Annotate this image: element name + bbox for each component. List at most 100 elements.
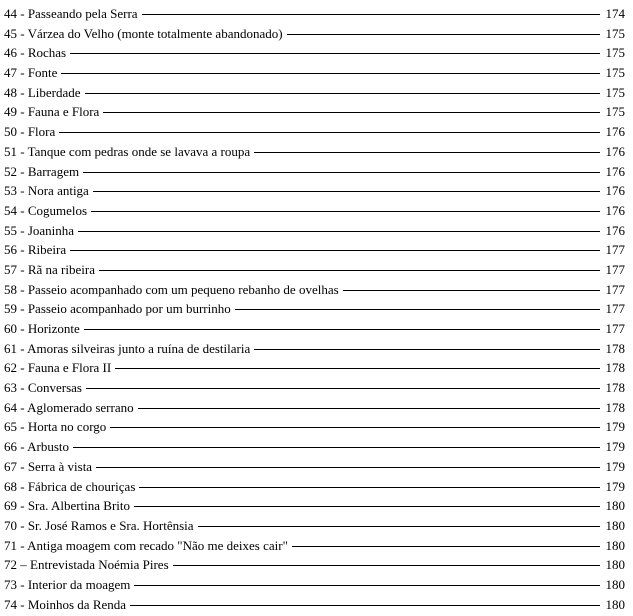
toc-row: 57 - Rã na ribeira177 xyxy=(4,260,625,280)
toc-leader-line xyxy=(138,408,600,409)
toc-entry-page: 178 xyxy=(604,358,626,378)
toc-row: 55 - Joaninha 176 xyxy=(4,221,625,241)
toc-row: 45 - Várzea do Velho (monte totalmente a… xyxy=(4,24,625,44)
toc-leader-line xyxy=(134,585,599,586)
toc-row: 65 - Horta no corgo179 xyxy=(4,417,625,437)
toc-row: 62 - Fauna e Flora II 178 xyxy=(4,358,625,378)
toc-entry-page: 180 xyxy=(604,595,626,615)
toc-entry-label: 67 - Serra à vista xyxy=(4,457,94,477)
toc-leader-line xyxy=(103,112,599,113)
toc-entry-label: 68 - Fábrica de chouriças xyxy=(4,477,137,497)
toc-row: 44 - Passeando pela Serra 174 xyxy=(4,4,625,24)
toc-leader-line xyxy=(235,309,600,310)
toc-leader-line xyxy=(93,191,600,192)
toc-entry-label: 64 - Aglomerado serrano xyxy=(4,398,136,418)
toc-row: 72 – Entrevistada Noémia Pires 180 xyxy=(4,555,625,575)
toc-leader-line xyxy=(61,73,599,74)
toc-entry-page: 180 xyxy=(604,516,626,536)
toc-entry-page: 177 xyxy=(604,280,626,300)
toc-row: 60 - Horizonte 177 xyxy=(4,319,625,339)
toc-row: 70 - Sr. José Ramos e Sra. Hortênsia 180 xyxy=(4,516,625,536)
toc-entry-page: 179 xyxy=(604,417,626,437)
toc-entry-label: 55 - Joaninha xyxy=(4,221,76,241)
toc-leader-line xyxy=(254,349,599,350)
toc-row: 64 - Aglomerado serrano178 xyxy=(4,398,625,418)
toc-leader-line xyxy=(85,93,600,94)
toc-entry-label: 52 - Barragem xyxy=(4,162,81,182)
toc-row: 53 - Nora antiga176 xyxy=(4,181,625,201)
toc-row: 49 - Fauna e Flora175 xyxy=(4,102,625,122)
toc-entry-page: 177 xyxy=(604,299,626,319)
toc-row: 50 - Flora 176 xyxy=(4,122,625,142)
toc-entry-label: 72 – Entrevistada Noémia Pires xyxy=(4,555,171,575)
toc-entry-label: 73 - Interior da moagem xyxy=(4,575,132,595)
toc-entry-page: 176 xyxy=(604,221,626,241)
toc-leader-line xyxy=(91,211,599,212)
toc-entry-page: 179 xyxy=(604,437,626,457)
toc-entry-page: 177 xyxy=(604,240,626,260)
toc-row: 46 - Rochas 175 xyxy=(4,43,625,63)
toc-leader-line xyxy=(110,427,599,428)
toc-row: 54 - Cogumelos 176 xyxy=(4,201,625,221)
toc-row: 59 - Passeio acompanhado por um burrinho… xyxy=(4,299,625,319)
toc-entry-label: 44 - Passeando pela Serra xyxy=(4,4,140,24)
toc-entry-label: 58 - Passeio acompanhado com um pequeno … xyxy=(4,280,341,300)
toc-entry-page: 178 xyxy=(604,378,626,398)
toc-leader-line xyxy=(173,565,600,566)
toc-entry-page: 176 xyxy=(604,162,626,182)
toc-leader-line xyxy=(115,368,599,369)
toc-entry-page: 176 xyxy=(604,181,626,201)
toc-leader-line xyxy=(130,605,599,606)
toc-row: 63 - Conversas 178 xyxy=(4,378,625,398)
toc-entry-page: 175 xyxy=(604,43,626,63)
toc-entry-page: 176 xyxy=(604,142,626,162)
toc-entry-page: 177 xyxy=(604,319,626,339)
toc-entry-label: 74 - Moinhos da Renda xyxy=(4,595,128,615)
toc-leader-line xyxy=(78,231,599,232)
toc-entry-label: 56 - Ribeira xyxy=(4,240,68,260)
toc-leader-line xyxy=(292,546,600,547)
toc-entry-label: 46 - Rochas xyxy=(4,43,68,63)
toc-row: 51 - Tanque com pedras onde se lavava a … xyxy=(4,142,625,162)
toc-row: 47 - Fonte 175 xyxy=(4,63,625,83)
toc-entry-page: 180 xyxy=(604,536,626,556)
toc-entry-page: 175 xyxy=(604,102,626,122)
toc-entry-label: 54 - Cogumelos xyxy=(4,201,89,221)
toc-leader-line xyxy=(287,34,600,35)
toc-entry-label: 60 - Horizonte xyxy=(4,319,82,339)
toc-entry-page: 176 xyxy=(604,201,626,221)
toc-entry-page: 180 xyxy=(604,555,626,575)
toc-row: 58 - Passeio acompanhado com um pequeno … xyxy=(4,280,625,300)
toc-entry-label: 69 - Sra. Albertina Brito xyxy=(4,496,132,516)
toc-leader-line xyxy=(70,250,599,251)
toc-entry-label: 47 - Fonte xyxy=(4,63,59,83)
toc-row: 66 - Arbusto179 xyxy=(4,437,625,457)
toc-row: 67 - Serra à vista179 xyxy=(4,457,625,477)
toc-entry-page: 180 xyxy=(604,496,626,516)
toc-leader-line xyxy=(343,290,600,291)
toc-entry-label: 61 - Amoras silveiras junto a ruína de d… xyxy=(4,339,252,359)
toc-row: 52 - Barragem 176 xyxy=(4,162,625,182)
toc-entry-label: 63 - Conversas xyxy=(4,378,84,398)
toc-entry-page: 175 xyxy=(604,83,626,103)
toc-entry-page: 175 xyxy=(604,63,626,83)
toc-entry-page: 175 xyxy=(604,24,626,44)
toc-entry-page: 177 xyxy=(604,260,626,280)
toc-entry-page: 179 xyxy=(604,477,626,497)
toc-leader-line xyxy=(70,53,599,54)
toc-leader-line xyxy=(83,172,599,173)
toc-row: 73 - Interior da moagem 180 xyxy=(4,575,625,595)
toc-entry-label: 48 - Liberdade xyxy=(4,83,83,103)
toc-entry-label: 50 - Flora xyxy=(4,122,57,142)
toc-entry-label: 70 - Sr. José Ramos e Sra. Hortênsia xyxy=(4,516,196,536)
toc-leader-line xyxy=(99,270,600,271)
toc-entry-page: 174 xyxy=(604,4,626,24)
toc-entry-label: 62 - Fauna e Flora II xyxy=(4,358,113,378)
toc-entry-page: 180 xyxy=(604,575,626,595)
toc-row: 68 - Fábrica de chouriças 179 xyxy=(4,477,625,497)
toc-entry-label: 51 - Tanque com pedras onde se lavava a … xyxy=(4,142,252,162)
toc-row: 69 - Sra. Albertina Brito 180 xyxy=(4,496,625,516)
toc-leader-line xyxy=(254,152,599,153)
toc-entry-page: 178 xyxy=(604,339,626,359)
toc-entry-page: 176 xyxy=(604,122,626,142)
